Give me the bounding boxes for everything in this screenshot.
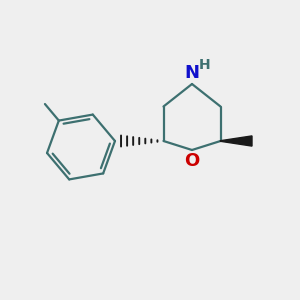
Text: N: N [184,64,200,82]
Text: H: H [199,58,210,71]
Text: O: O [184,152,200,170]
Polygon shape [220,136,252,146]
